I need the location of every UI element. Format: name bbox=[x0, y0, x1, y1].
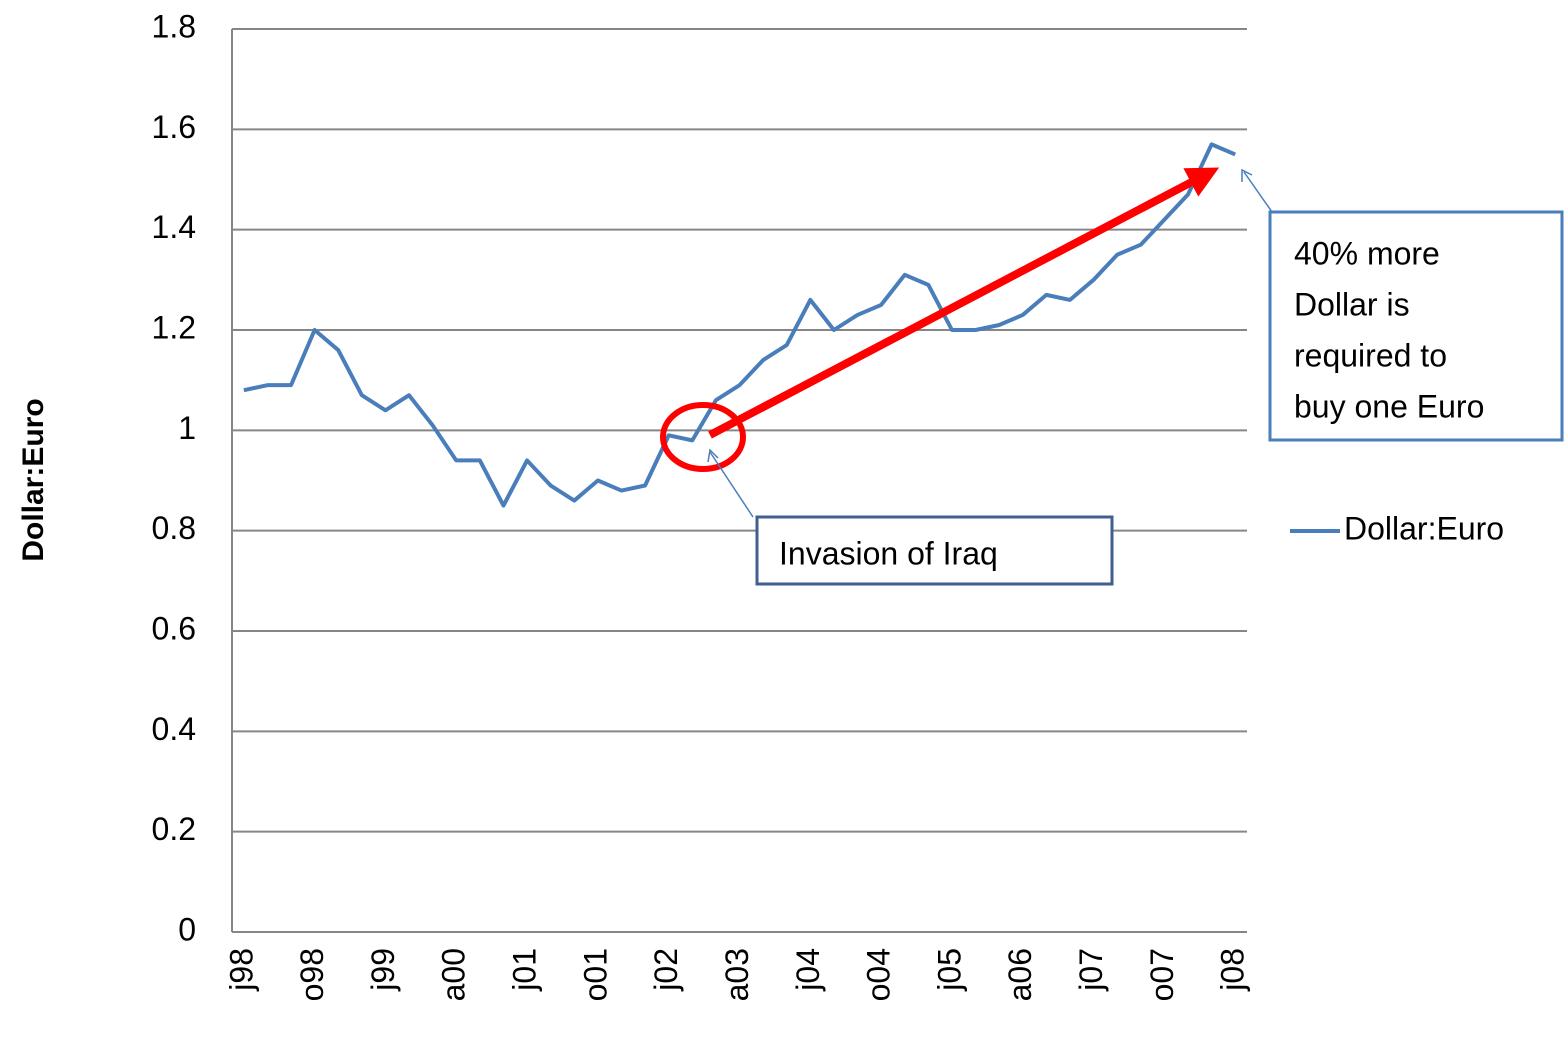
trend-arrow bbox=[708, 167, 1220, 439]
x-tick-label: j07 bbox=[1073, 948, 1109, 992]
y-tick-label: 0 bbox=[178, 911, 196, 947]
y-tick-label: 0.6 bbox=[152, 610, 196, 646]
annotation: 40% more Dollar is required to buy one Euro bbox=[1294, 235, 1484, 424]
annotation-line: buy one Euro bbox=[1294, 388, 1484, 424]
x-tick-label: o01 bbox=[577, 948, 613, 1001]
y-tick-label: 1.8 bbox=[152, 8, 196, 44]
callout-pointer-head bbox=[1241, 168, 1253, 182]
annotation: Invasion of Iraq bbox=[779, 535, 998, 571]
y-tick-label: 1.2 bbox=[152, 309, 196, 345]
data-line bbox=[243, 142, 1236, 508]
y-tick-label: 1.4 bbox=[152, 209, 196, 245]
grid bbox=[232, 28, 1247, 933]
annotation-box bbox=[1268, 210, 1564, 442]
y-tick-label: 0.2 bbox=[152, 811, 196, 847]
x-tick-label: a00 bbox=[436, 948, 472, 1001]
annotation-line: 40% more bbox=[1294, 235, 1440, 271]
x-tick-label: a03 bbox=[719, 948, 755, 1001]
x-tick-label: o98 bbox=[294, 948, 330, 1001]
callout-pointer bbox=[709, 451, 754, 518]
x-tick-label: o07 bbox=[1144, 948, 1180, 1001]
y-tick-label: 0.4 bbox=[152, 711, 196, 747]
y-tick-label: 0.8 bbox=[152, 510, 196, 546]
x-tick-label: j04 bbox=[790, 948, 826, 992]
x-tick-label: j99 bbox=[365, 948, 401, 992]
annotation-line: required to bbox=[1294, 337, 1447, 373]
x-tick-label: o04 bbox=[861, 948, 897, 1001]
y-tick-label: 1 bbox=[178, 410, 196, 446]
legend-label: Dollar:Euro bbox=[1344, 510, 1504, 546]
legend: Dollar:Euro bbox=[1290, 510, 1504, 546]
annotation-box bbox=[755, 515, 1114, 586]
x-tick-label: j98 bbox=[223, 948, 259, 992]
x-tick-label: a06 bbox=[1002, 948, 1038, 1001]
plot bbox=[243, 142, 1236, 508]
y-tick-label: 1.6 bbox=[152, 109, 196, 145]
highlight-circle bbox=[660, 402, 746, 472]
callout-pointer-head bbox=[707, 448, 719, 463]
y-axis-label: Dollar:Euro bbox=[17, 398, 50, 561]
annotation-line: Dollar is bbox=[1294, 286, 1410, 322]
x-tick-label: j05 bbox=[931, 948, 967, 992]
callout-pointer bbox=[1243, 171, 1273, 213]
x-tick-label: j01 bbox=[507, 948, 543, 992]
x-tick-label: j08 bbox=[1215, 948, 1251, 992]
x-tick-label: j02 bbox=[648, 948, 684, 992]
